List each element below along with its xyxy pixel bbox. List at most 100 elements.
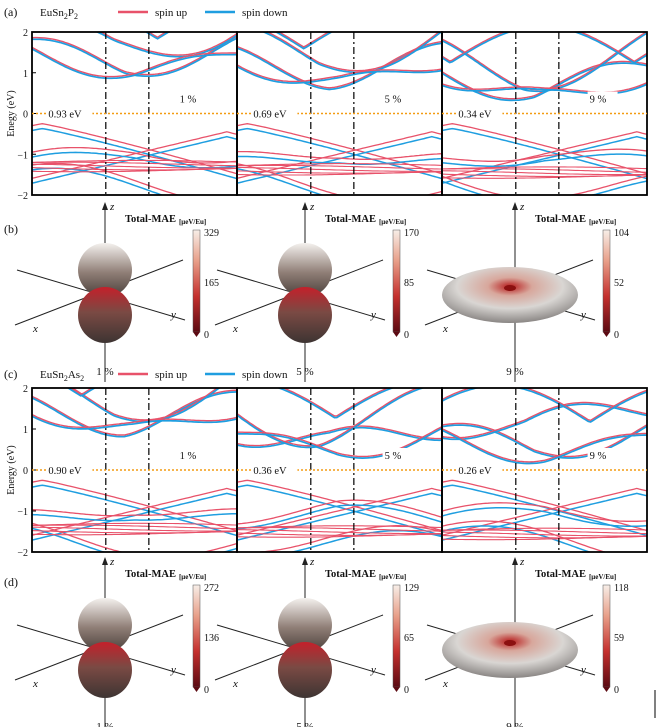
colorbar: [602, 229, 611, 333]
spin-up-valence-band: [32, 162, 181, 195]
strain-label: 1 %: [96, 721, 113, 727]
spin-up-valence-band: [32, 131, 237, 179]
spin-down-conduction-band: [237, 427, 442, 459]
colorbar-tick-label: 136: [204, 633, 219, 644]
band-gap-label: 0.26 eV: [458, 466, 492, 477]
y-axis-label: y: [580, 309, 586, 321]
gap-label-bg: [456, 105, 503, 120]
z-axis-label: z: [109, 201, 115, 213]
flat-f-band: [237, 527, 442, 532]
mae-row-b: z x y 1 % Total-MAE [μeV/Eu] 329 165 0 z x y 5 % Tota…: [14, 201, 629, 382]
colorbar-tick-label: 65: [404, 633, 414, 644]
strain-label: 5 %: [296, 721, 313, 727]
colorbar-tick-label: 0: [204, 330, 209, 341]
spin-up-valence-band: [237, 479, 442, 532]
z-axis-label: z: [519, 201, 525, 213]
panel-a-label: (a): [4, 5, 17, 19]
x-axis-label: x: [32, 323, 38, 335]
strain-label-bg: [177, 91, 208, 106]
legend-a-down-label: spin down: [242, 7, 288, 19]
y-tick-label: 0: [23, 466, 28, 477]
legend-c-up-label: spin up: [155, 369, 188, 381]
colorbar-tick-label: 0: [614, 330, 619, 341]
band-gap-label: 0.93 eV: [48, 110, 82, 121]
spin-up-valence-band: [32, 146, 237, 164]
strain-label: 9 %: [506, 721, 523, 727]
strain-label: 5 %: [296, 366, 313, 378]
spin-up-conduction-band: [442, 32, 647, 63]
flat-f-band: [442, 168, 647, 173]
flat-f-band: [237, 164, 442, 170]
spin-down-conduction-band: [442, 32, 647, 64]
y-axis-label: y: [370, 664, 376, 676]
spin-down-valence-band: [237, 492, 442, 541]
gap-label-bg: [46, 105, 93, 120]
y-tick-label: 0: [23, 110, 28, 121]
spin-down-conduction-band: [442, 62, 647, 102]
z-arrow: [512, 202, 518, 210]
gap-label-bg: [251, 105, 298, 120]
spin-down-valence-band: [32, 527, 237, 552]
spin-up-valence-band: [442, 123, 647, 175]
colorbar: [392, 584, 401, 688]
strain-label-bg: [382, 448, 413, 462]
mae-plot-1: z x y 1 % Total-MAE [μeV/Eu] 272 136 0: [14, 556, 219, 727]
spin-up-valence-band: [237, 499, 442, 525]
flat-f-band: [32, 161, 237, 167]
flat-f-band: [237, 171, 442, 176]
spin-down-valence-band: [442, 127, 647, 180]
z-arrow: [302, 202, 308, 210]
spin-down-conduction-band: [442, 388, 647, 423]
panel-c-compound: EuSn2As2: [40, 369, 84, 383]
mae-plot-1: z x y 1 % Total-MAE [μeV/Eu] 329 165 0: [14, 201, 219, 382]
band-subplot-3: 0.34 eV 9 %: [441, 31, 648, 196]
legend-c-down-label: spin down: [242, 369, 288, 381]
y-axis-label: y: [580, 664, 586, 676]
mae-row-d: z x y 1 % Total-MAE [μeV/Eu] 272 136 0 z x y 5 % Tota…: [14, 556, 629, 727]
spin-up-valence-band: [32, 123, 237, 175]
spin-up-valence-band: [237, 131, 442, 179]
z-axis-label: z: [519, 556, 525, 568]
flat-f-band: [237, 529, 442, 535]
colorbar: [392, 229, 401, 333]
y-axis-label: Energy (eV): [6, 445, 17, 495]
colorbar-tick-label: 0: [404, 685, 409, 696]
spin-up-conduction-band: [265, 32, 441, 72]
z-arrow: [102, 557, 108, 565]
spin-down-conduction-band: [442, 424, 647, 459]
colorbar-tick-label: 104: [614, 228, 629, 239]
mae-title: Total-MAE [μeV/Eu]: [535, 569, 616, 581]
band-gap-label: 0.90 eV: [48, 466, 82, 477]
panel-b-label: (b): [4, 222, 18, 236]
spin-down-valence-band: [442, 180, 647, 195]
z-axis-label: z: [309, 556, 315, 568]
y-tick-label: −1: [17, 150, 28, 161]
band-subplot-1: 0.90 eV 1 %: [31, 387, 238, 553]
band-gap-label: 0.34 eV: [458, 110, 492, 121]
x-axis-label: x: [32, 678, 38, 690]
spin-down-conduction-band: [68, 388, 221, 423]
x-axis-label: x: [232, 323, 238, 335]
colorbar-tick-label: 329: [204, 228, 219, 239]
flat-f-band: [32, 526, 237, 532]
strain-label: 5 %: [385, 451, 402, 462]
spin-up-conduction-band: [237, 40, 442, 89]
band-subplot-2: 0.36 eV 5 %: [236, 387, 443, 553]
spin-down-conduction-band: [442, 32, 647, 93]
spin-down-valence-band: [32, 167, 165, 195]
mae-title: Total-MAE [μeV/Eu]: [125, 569, 206, 581]
spin-down-valence-band: [237, 504, 442, 530]
spin-up-valence-band: [237, 163, 442, 195]
mae-title: Total-MAE [μeV/Eu]: [125, 214, 206, 226]
y-axis-label: Enegy (eV): [6, 90, 17, 136]
colorbar-tick-label: 0: [614, 685, 619, 696]
panel-c-label: (c): [4, 367, 17, 381]
colorbar-tick-label: 85: [404, 278, 414, 289]
colorbar-arrow: [393, 332, 400, 337]
spin-up-conduction-band: [442, 422, 647, 458]
y-tick-label: −2: [17, 191, 28, 202]
spin-down-conduction-band: [442, 429, 647, 465]
spin-up-conduction-band: [99, 32, 237, 56]
spin-up-valence-band: [442, 175, 647, 195]
torus-shape: [442, 622, 578, 678]
